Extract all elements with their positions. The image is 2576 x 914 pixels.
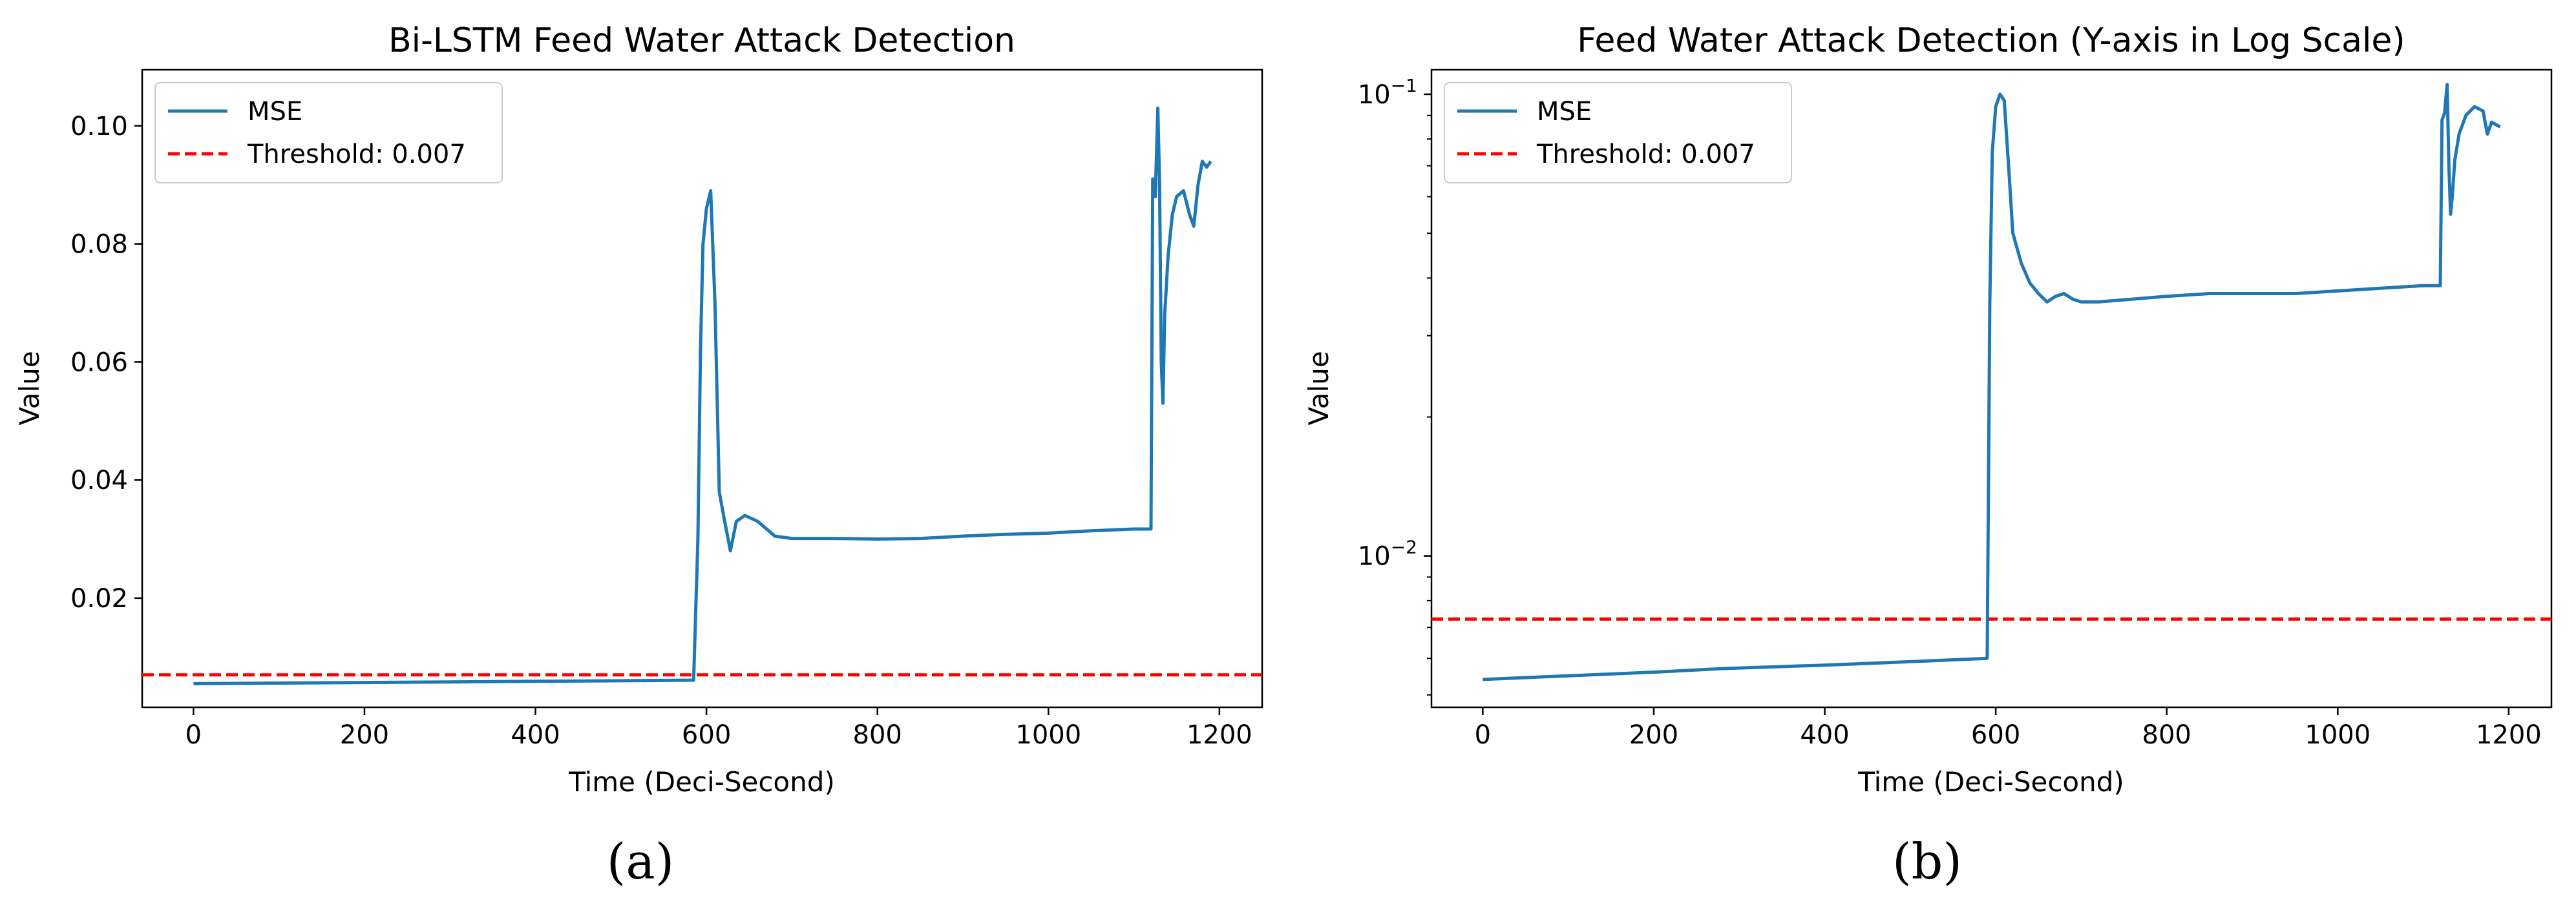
y-tick-label: 0.10 <box>70 112 128 141</box>
x-tick-label: 600 <box>682 720 731 750</box>
plot-area-a <box>141 68 1263 709</box>
legend-box-a <box>154 82 503 183</box>
x-tick-label: 800 <box>853 720 902 750</box>
chart-panel-b: Feed Water Attack Detection (Y-axis in L… <box>1303 21 2553 798</box>
y-tick-label: 0.04 <box>70 466 128 495</box>
x-tick-label: 400 <box>1800 720 1849 750</box>
x-tick-label: 1200 <box>2476 720 2542 750</box>
mse-series-line-a <box>193 106 1212 685</box>
x-tick-label: 600 <box>1971 720 2020 750</box>
legend-a: MSE Threshold: 0.007 <box>154 82 503 183</box>
y-tick-label: 0.02 <box>70 584 128 614</box>
legend-box-b <box>1444 82 1792 183</box>
y-axis-label-a: Value <box>14 351 45 425</box>
caption-a: (a) <box>607 833 675 890</box>
x-tick-label: 200 <box>340 720 389 750</box>
chart-panel-a: Bi-LSTM Feed Water Attack Detection 0 200… <box>14 21 1263 798</box>
plot-area-b <box>1430 68 2553 709</box>
x-tick-label: 400 <box>511 720 560 750</box>
y-tick-label: 0.06 <box>70 348 128 377</box>
x-axis-label-b: Time (Deci-Second) <box>1857 766 2124 798</box>
x-tick-label: 0 <box>185 720 202 750</box>
caption-b: (b) <box>1892 833 1962 890</box>
legend-threshold-label-b: Threshold: 0.007 <box>1536 140 1755 169</box>
y-axis-label-b: Value <box>1303 351 1335 425</box>
y-tick-label: 10−2 <box>1358 537 1417 572</box>
y-tick-label: 10−1 <box>1358 75 1417 110</box>
mse-series-line-b <box>1483 83 2501 681</box>
x-tick-label: 0 <box>1475 720 1491 750</box>
legend-mse-label-a: MSE <box>248 97 302 127</box>
x-tick-label: 1000 <box>1015 720 1081 750</box>
x-tick-label: 200 <box>1629 720 1678 750</box>
chart-title-b: Feed Water Attack Detection (Y-axis in L… <box>1577 21 2405 60</box>
x-axis-label-a: Time (Deci-Second) <box>568 766 835 798</box>
x-tick-label: 1000 <box>2305 720 2370 750</box>
legend-mse-label-b: MSE <box>1537 97 1592 127</box>
x-tick-label: 800 <box>2142 720 2191 750</box>
y-tick-label: 0.08 <box>70 230 128 260</box>
legend-threshold-label-a: Threshold: 0.007 <box>247 140 466 169</box>
legend-b: MSE Threshold: 0.007 <box>1444 82 1792 183</box>
x-tick-label: 1200 <box>1187 720 1252 750</box>
chart-title-a: Bi-LSTM Feed Water Attack Detection <box>388 21 1015 60</box>
